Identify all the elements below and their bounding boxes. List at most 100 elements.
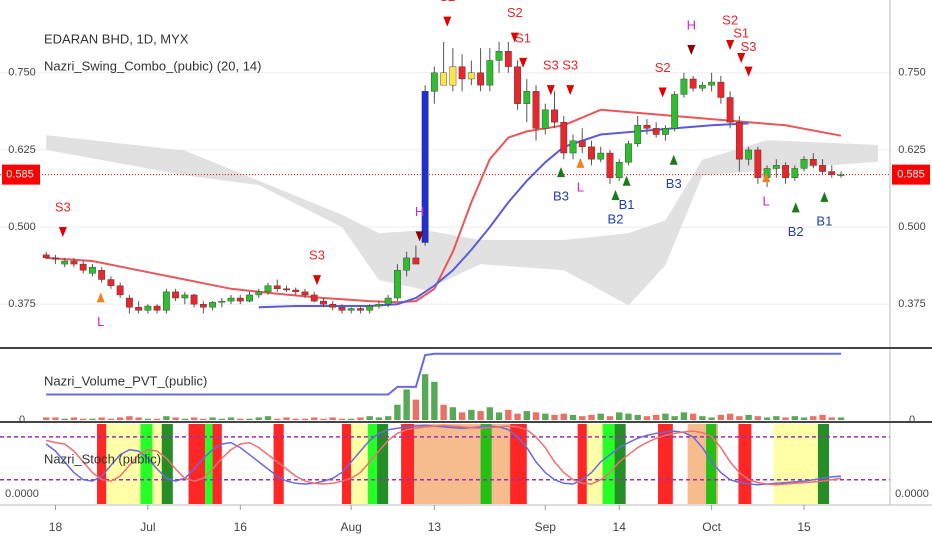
stoch-zone bbox=[658, 424, 673, 504]
volume-bar bbox=[209, 417, 216, 420]
candle-body bbox=[283, 288, 290, 291]
volume-bar bbox=[357, 417, 364, 420]
volume-bar bbox=[61, 418, 68, 420]
candle-body bbox=[218, 300, 226, 303]
candle-body bbox=[819, 165, 826, 172]
volume-bar bbox=[579, 416, 586, 420]
signal-label: S2 bbox=[722, 12, 738, 27]
candle-body bbox=[495, 51, 503, 61]
volume-bar bbox=[274, 418, 281, 420]
candle-body bbox=[717, 81, 725, 98]
candle-body bbox=[680, 78, 688, 95]
volume-bar bbox=[458, 412, 466, 420]
candle-body bbox=[615, 162, 623, 178]
candle-body bbox=[264, 285, 272, 293]
candle-body bbox=[70, 260, 78, 265]
candle-body bbox=[606, 152, 614, 178]
volume-bar bbox=[634, 414, 641, 420]
last-price-box bbox=[2, 164, 40, 185]
volume-bar bbox=[754, 416, 762, 420]
candle-body bbox=[458, 66, 466, 80]
candle-body bbox=[42, 254, 50, 259]
stoch-zone bbox=[161, 424, 173, 504]
last-price-label: 0.585 bbox=[897, 169, 925, 181]
signal-arrow bbox=[669, 154, 678, 165]
volume-bar bbox=[810, 416, 817, 420]
candle-body bbox=[754, 149, 762, 178]
stoch-zone bbox=[510, 424, 527, 504]
stoch-zone bbox=[140, 424, 153, 504]
axes: 0.375 0.375 0.500 0.500 0.625 0.625 0.750 0.750… bbox=[0, 0, 932, 534]
y-tick-label: 0.500 bbox=[8, 221, 36, 233]
stoch-zone bbox=[614, 424, 626, 504]
signal-arrow bbox=[726, 40, 735, 51]
volume-bar bbox=[190, 417, 198, 420]
signal-arrow bbox=[791, 202, 800, 213]
signal-label: S2 bbox=[507, 5, 523, 20]
candle-body bbox=[467, 72, 475, 80]
signal-label: S3 bbox=[55, 199, 71, 214]
volume-bar bbox=[440, 404, 447, 420]
volume-bar bbox=[255, 417, 262, 420]
y-tick-label: 0.750 bbox=[898, 67, 926, 79]
candle-body bbox=[144, 305, 152, 311]
stoch-zone bbox=[97, 424, 107, 504]
volume-bar bbox=[468, 409, 475, 420]
signal-label: S1 bbox=[733, 25, 749, 40]
volume-bar bbox=[320, 418, 327, 420]
volume-bar bbox=[652, 414, 660, 420]
volume-bar bbox=[689, 413, 697, 420]
signal-arrow bbox=[546, 85, 555, 96]
candle-body bbox=[357, 308, 364, 311]
stoch-zone bbox=[586, 424, 603, 504]
volume-bar bbox=[671, 416, 678, 420]
y-tick-label: 0.625 bbox=[898, 144, 926, 156]
volume-bar bbox=[625, 413, 632, 420]
candle-body bbox=[255, 291, 263, 296]
volume-bar bbox=[560, 413, 567, 420]
volume-bar bbox=[551, 414, 558, 420]
volume-bar bbox=[144, 418, 152, 420]
stoch-zone bbox=[773, 424, 818, 504]
volume-bar bbox=[172, 417, 179, 420]
candle-body bbox=[569, 140, 577, 154]
volume-bar bbox=[699, 416, 706, 420]
signal-label: S1 bbox=[515, 30, 531, 45]
candle-body bbox=[662, 128, 669, 135]
candle-body bbox=[791, 168, 799, 178]
candle-body bbox=[430, 72, 438, 92]
price-pane: S3LS3HS2S2S1S3S3B3LB2B1S2B3HS2S1S3LB2B1 bbox=[0, 0, 890, 329]
volume-bar bbox=[264, 416, 272, 420]
candle-body bbox=[745, 149, 752, 160]
volume-bar bbox=[791, 416, 799, 420]
volume-bar bbox=[819, 414, 826, 420]
volume-bar bbox=[542, 413, 549, 420]
volume-bar bbox=[569, 414, 577, 420]
volume-pane bbox=[43, 352, 845, 420]
candle-body bbox=[421, 91, 429, 243]
stoch-zone bbox=[341, 424, 352, 504]
candle-body bbox=[347, 308, 355, 311]
candle-body bbox=[597, 152, 605, 160]
volume-bar bbox=[449, 407, 457, 420]
signal-label: B2 bbox=[608, 211, 624, 226]
candle-body bbox=[227, 297, 235, 302]
x-tick-label: Aug bbox=[341, 520, 362, 534]
indicator-title: Nazri_Stoch (public) bbox=[44, 451, 161, 466]
candle-body bbox=[625, 143, 632, 163]
signal-arrow bbox=[443, 16, 452, 27]
candle-body bbox=[338, 307, 346, 311]
signal-label: B3 bbox=[553, 189, 569, 204]
candle-body bbox=[375, 303, 383, 307]
y-tick-label: 0.0000 bbox=[5, 488, 39, 500]
candle-body bbox=[726, 97, 734, 123]
stoch-zone bbox=[414, 424, 511, 504]
volume-bar bbox=[431, 381, 438, 420]
indicator-title: Nazri_Swing_Combo_(pubic) (20, 14) bbox=[44, 58, 262, 73]
candle-body bbox=[394, 270, 401, 299]
indicator-title: Nazri_Volume_PVT_(public) bbox=[44, 373, 207, 388]
candle-body bbox=[643, 125, 651, 129]
volume-bar bbox=[79, 418, 87, 420]
